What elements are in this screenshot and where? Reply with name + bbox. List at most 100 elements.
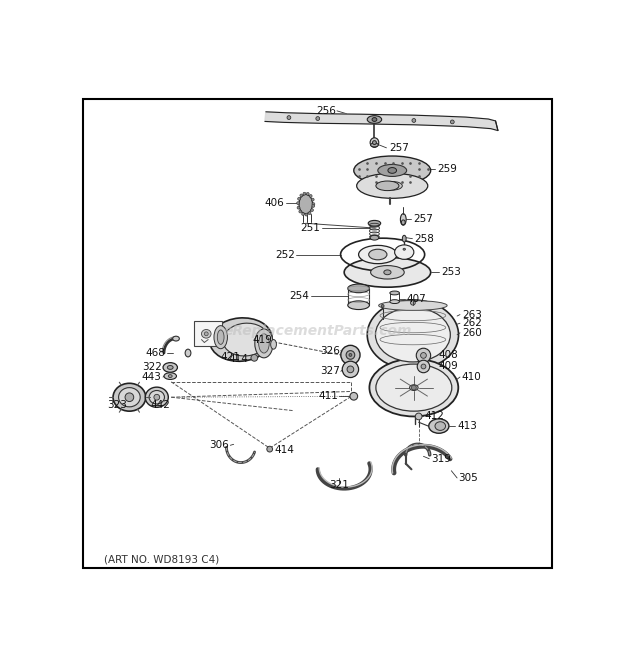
Ellipse shape (342, 361, 358, 377)
Text: 257: 257 (389, 143, 409, 153)
Ellipse shape (390, 291, 399, 295)
Ellipse shape (376, 364, 452, 411)
Text: 321: 321 (329, 480, 349, 490)
Circle shape (303, 192, 306, 195)
Ellipse shape (403, 249, 405, 251)
Ellipse shape (384, 270, 391, 275)
Text: 263: 263 (462, 309, 482, 319)
Ellipse shape (113, 383, 146, 411)
Text: 305: 305 (459, 473, 478, 483)
Text: 253: 253 (441, 267, 461, 278)
Text: 407: 407 (407, 293, 427, 303)
Text: 306: 306 (210, 440, 229, 450)
Circle shape (251, 354, 258, 361)
Ellipse shape (210, 318, 272, 362)
Ellipse shape (410, 385, 418, 391)
Ellipse shape (372, 118, 377, 122)
Circle shape (299, 210, 302, 213)
Text: 252: 252 (275, 249, 294, 260)
Ellipse shape (348, 301, 370, 309)
Ellipse shape (416, 348, 431, 363)
Ellipse shape (354, 156, 431, 185)
Ellipse shape (271, 340, 277, 349)
Circle shape (306, 192, 309, 195)
Text: 327: 327 (320, 366, 340, 376)
Circle shape (296, 202, 299, 205)
Text: 443: 443 (142, 372, 162, 382)
Text: 468: 468 (146, 348, 166, 358)
Ellipse shape (356, 173, 428, 198)
Text: 322: 322 (142, 362, 162, 372)
Text: 323: 323 (107, 400, 127, 410)
Ellipse shape (145, 387, 168, 407)
Circle shape (297, 206, 300, 209)
Circle shape (267, 446, 273, 452)
Ellipse shape (125, 393, 134, 401)
Circle shape (312, 204, 315, 208)
Ellipse shape (214, 326, 228, 349)
Ellipse shape (379, 301, 447, 311)
Text: 409: 409 (439, 362, 459, 371)
Ellipse shape (376, 307, 450, 362)
Text: eReplacementParts.com: eReplacementParts.com (223, 325, 412, 338)
Ellipse shape (118, 387, 140, 407)
Ellipse shape (255, 329, 273, 358)
Ellipse shape (390, 299, 399, 303)
Circle shape (316, 116, 320, 120)
Ellipse shape (259, 334, 269, 353)
Text: 442: 442 (150, 400, 170, 410)
Circle shape (309, 194, 312, 198)
Circle shape (350, 393, 358, 400)
Circle shape (412, 118, 416, 122)
Ellipse shape (371, 143, 378, 147)
Ellipse shape (347, 366, 354, 373)
Ellipse shape (341, 345, 360, 365)
Ellipse shape (381, 305, 384, 307)
Ellipse shape (164, 373, 177, 379)
Ellipse shape (388, 167, 397, 173)
Ellipse shape (149, 391, 164, 404)
Text: 326: 326 (320, 346, 340, 356)
Text: (ART NO. WD8193 C4): (ART NO. WD8193 C4) (104, 555, 219, 564)
Ellipse shape (163, 363, 177, 372)
Ellipse shape (344, 257, 431, 287)
Text: 406: 406 (264, 198, 284, 208)
Ellipse shape (435, 422, 446, 430)
Ellipse shape (205, 332, 208, 336)
Ellipse shape (218, 330, 224, 344)
Ellipse shape (358, 245, 397, 264)
Circle shape (311, 198, 314, 201)
Circle shape (412, 385, 416, 390)
Ellipse shape (371, 266, 404, 279)
Text: 257: 257 (413, 214, 433, 225)
Ellipse shape (370, 359, 458, 416)
Ellipse shape (172, 336, 179, 341)
Circle shape (300, 194, 303, 197)
Ellipse shape (394, 245, 414, 259)
Text: 408: 408 (439, 350, 459, 360)
Ellipse shape (368, 220, 381, 226)
Polygon shape (265, 112, 498, 131)
Ellipse shape (429, 419, 449, 433)
Ellipse shape (185, 349, 191, 357)
Ellipse shape (370, 235, 379, 240)
Ellipse shape (417, 360, 430, 373)
Circle shape (302, 213, 304, 215)
Circle shape (415, 413, 422, 420)
Ellipse shape (373, 141, 376, 145)
Ellipse shape (348, 284, 370, 293)
Ellipse shape (402, 235, 406, 242)
Text: 414: 414 (275, 445, 294, 455)
Ellipse shape (369, 249, 387, 260)
Circle shape (287, 116, 291, 120)
Text: 413: 413 (457, 421, 477, 431)
Circle shape (305, 213, 308, 216)
Circle shape (308, 212, 311, 215)
Text: 262: 262 (462, 318, 482, 329)
Text: 260: 260 (462, 328, 482, 338)
Ellipse shape (367, 116, 382, 124)
Text: 411: 411 (318, 391, 338, 401)
Circle shape (450, 120, 454, 124)
Ellipse shape (401, 214, 406, 225)
Ellipse shape (382, 182, 402, 190)
